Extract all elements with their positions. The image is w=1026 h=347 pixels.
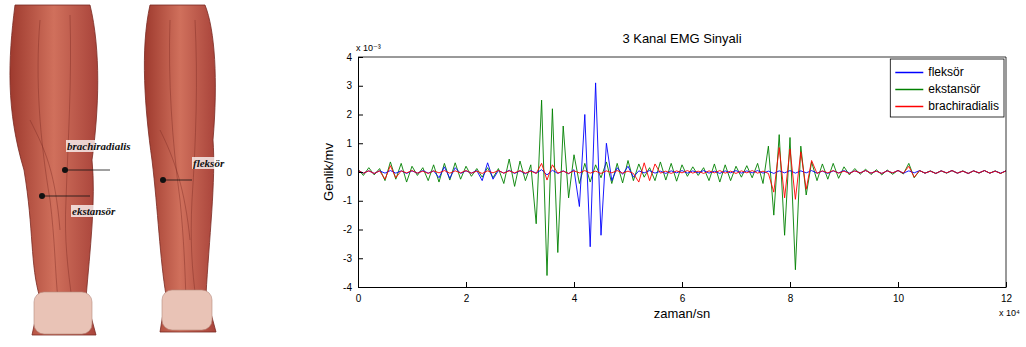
legend-swatch [895, 72, 923, 74]
legend-label: fleksör [928, 65, 963, 79]
arm-illustration: brachiradialis ekstansör fleksör [10, 5, 226, 335]
y-tick-mark [358, 86, 363, 87]
x-tick: 4 [572, 282, 578, 304]
y-tick: 3 [346, 80, 363, 91]
y-tick-label: 0 [346, 167, 352, 178]
y-tick-mark [358, 143, 363, 144]
x-tick-mark [790, 282, 791, 287]
label-patch [192, 157, 226, 169]
x-tick-label: 8 [788, 293, 794, 304]
y-tick-mark [358, 115, 363, 116]
x-tick-mark [682, 282, 683, 287]
y-tick: -1 [343, 195, 363, 206]
x-exponent: x 10⁴ [999, 308, 1020, 318]
muscle-line [30, 120, 60, 230]
y-tick-label: -2 [343, 224, 352, 235]
y-tick-label: 2 [346, 109, 352, 120]
label-patch [66, 140, 132, 152]
y-tick-label: 3 [346, 80, 352, 91]
y-tick: 0 [346, 167, 363, 178]
signal-line [358, 100, 1006, 275]
legend-label: ekstansör [928, 82, 980, 96]
x-tick: 6 [680, 282, 686, 304]
y-tick: 2 [346, 109, 363, 120]
label-dot [62, 167, 68, 173]
y-tick-mark [358, 172, 363, 173]
signal-line [358, 148, 1006, 200]
y-tick-mark [358, 230, 363, 231]
x-axis-title: zaman/sn [654, 306, 710, 321]
legend-swatch [895, 106, 923, 108]
x-tick-label: 0 [356, 293, 362, 304]
y-tick-label: 4 [346, 52, 352, 63]
x-tick-label: 10 [893, 293, 905, 304]
muscle-line [65, 15, 72, 300]
y-tick-mark [358, 258, 363, 259]
y-exponent: x 10⁻³ [356, 43, 381, 53]
y-tick: 1 [346, 138, 363, 149]
x-tick: 2 [464, 282, 470, 304]
legend-label: brachiradialis [928, 99, 999, 113]
y-tick: 4 [346, 52, 363, 63]
label-leader [163, 180, 192, 181]
x-tick-mark [898, 282, 899, 287]
x-tick: 12 [1001, 282, 1013, 304]
muscle-line [160, 130, 190, 240]
muscle-line [169, 20, 186, 300]
x-tick-mark [574, 282, 575, 287]
x-axis-line [359, 287, 1007, 288]
x-tick-label: 6 [680, 293, 686, 304]
y-tick-mark [358, 57, 363, 58]
y-tick-label: -3 [343, 253, 352, 264]
y-tick-mark [358, 201, 363, 202]
legend-swatch [895, 89, 923, 91]
y-tick: -4 [343, 282, 363, 293]
x-axis: 0 2 4 6 8 10 12 [356, 282, 1013, 304]
x-tick-label: 12 [1001, 293, 1013, 304]
x-tick-label: 4 [572, 293, 578, 304]
muscle-label: fleksör [193, 157, 225, 169]
x-tick-label: 2 [464, 293, 470, 304]
hand-shape [162, 290, 212, 330]
label-leader [42, 196, 90, 197]
label-leader [65, 170, 110, 171]
plot-frame [1006, 57, 1007, 287]
y-tick-label: -4 [343, 282, 352, 293]
label-patch [71, 205, 117, 217]
label-dot [160, 177, 166, 183]
hand-shape [34, 292, 92, 334]
y-tick: -2 [343, 224, 363, 235]
plot-background [358, 57, 1006, 287]
plot-frame [358, 57, 1006, 58]
label-dot [39, 193, 45, 199]
y-axis: -4 -3 -2 -1 0 1 2 3 4 [343, 52, 363, 293]
y-tick-label: 1 [346, 138, 352, 149]
muscle-label: ekstansör [72, 205, 116, 217]
y-tick: -3 [343, 253, 363, 264]
x-tick-mark [466, 282, 467, 287]
y-tick-mark [358, 287, 363, 288]
y-tick-label: -1 [343, 195, 352, 206]
muscle-label: brachiradialis [67, 140, 131, 152]
legend-box [890, 59, 1004, 117]
y-axis-title: Genlik/mv [321, 143, 336, 201]
legend: fleksör ekstansör brachiradialis [890, 59, 1004, 117]
x-tick: 8 [788, 282, 794, 304]
chart-title: 3 Kanal EMG Sinyali [622, 31, 741, 46]
x-tick-mark [1006, 282, 1007, 287]
muscle-line [38, 20, 58, 300]
x-tick: 10 [893, 282, 905, 304]
